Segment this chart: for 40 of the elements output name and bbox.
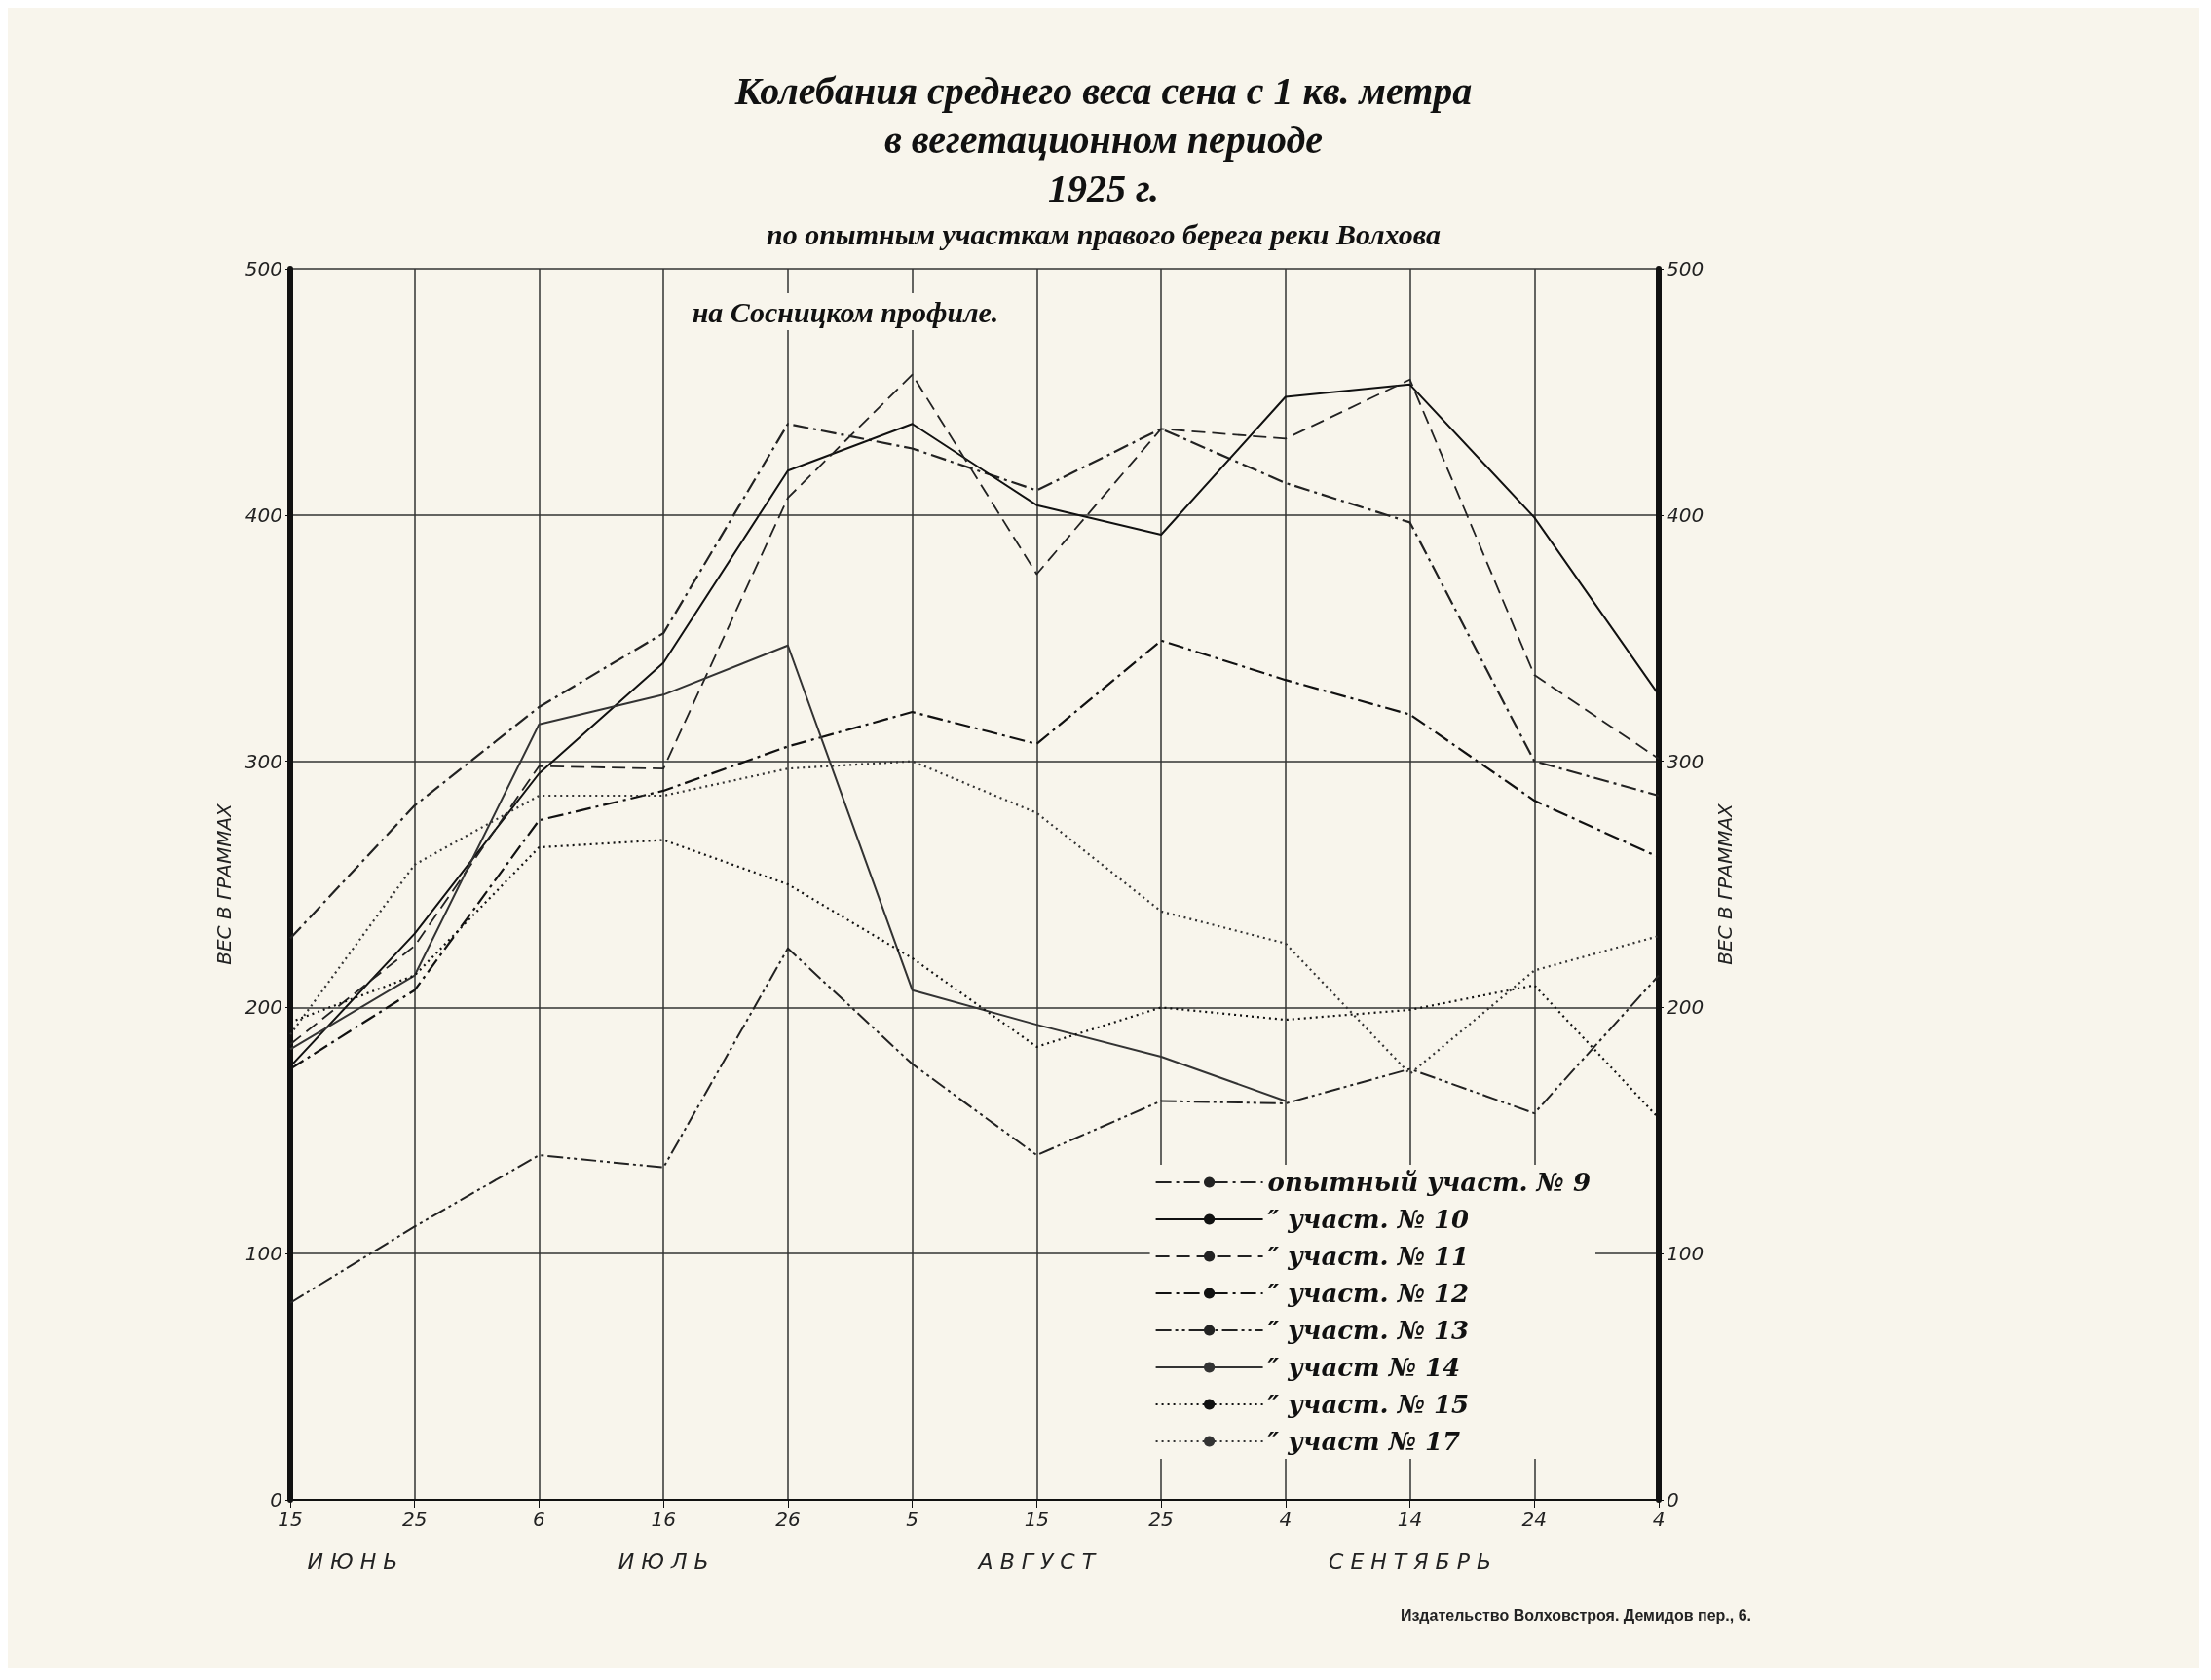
y2-tick-label: 400 <box>1667 503 1705 527</box>
text: И Ю Н Ь <box>307 1549 398 1574</box>
y2-tick-label: 0 <box>1667 1488 1679 1512</box>
y-tick-label: 500 <box>244 257 282 280</box>
x-tick-label: 14 <box>1397 1508 1423 1531</box>
x-tick-label: 5 <box>906 1508 918 1531</box>
legend-label: ″ участ. № 13 <box>1267 1316 1470 1345</box>
text: Издательство Волховстроя. Демидов пер., 6. <box>1400 1606 1751 1624</box>
legend-label: ″ участ. № 15 <box>1267 1390 1470 1419</box>
y2-tick-label: 300 <box>1667 749 1705 773</box>
legend-label: ″ участ № 17 <box>1267 1427 1461 1456</box>
x-tick-label: 16 <box>651 1508 676 1531</box>
annotation: на Сосницком профиле. <box>692 295 999 328</box>
y2-tick-label: 500 <box>1667 257 1705 280</box>
text: И Ю Л Ь <box>618 1549 709 1574</box>
chart-subtitle: по опытным участкам правого берега реки Волхова <box>766 217 1442 250</box>
text: А В Г У С Т <box>976 1549 1097 1574</box>
x-tick-label: 24 <box>1521 1508 1547 1531</box>
y-tick-label: 100 <box>244 1242 282 1266</box>
legend-label: ″ участ. № 12 <box>1267 1279 1470 1308</box>
x-tick-label: 4 <box>1652 1508 1666 1531</box>
y-tick-label: 200 <box>244 995 282 1020</box>
chart-title: Колебания среднего веса сена с 1 кв. метра в вегетационном периоде 1925 г. <box>733 68 1473 210</box>
legend-label: опытный участ. № 9 <box>1267 1168 1592 1197</box>
y2-tick-label: 100 <box>1667 1242 1705 1266</box>
y-tick-label: 300 <box>244 749 282 773</box>
y2-tick-label: 200 <box>1667 995 1705 1020</box>
legend-label: ″ участ. № 11 <box>1267 1242 1470 1271</box>
x-tick-label: 25 <box>402 1508 428 1531</box>
x-tick-label: 25 <box>1148 1508 1174 1531</box>
x-tick-label: 6 <box>533 1508 545 1531</box>
text: С Е Н Т Я Б Р Ь <box>1329 1549 1492 1574</box>
legend-label: ″ участ № 14 <box>1267 1353 1461 1382</box>
x-tick-label: 15 <box>1024 1508 1050 1531</box>
x-tick-label: 4 <box>1279 1508 1293 1531</box>
y-axis-title: ВЕС В ГРАММАХ <box>212 802 236 965</box>
x-tick-label: 26 <box>775 1508 801 1531</box>
y2-axis-title: ВЕС В ГРАММАХ <box>1713 802 1737 965</box>
legend-label: ″ участ. № 10 <box>1267 1205 1470 1234</box>
y-tick-label: 400 <box>244 503 282 527</box>
